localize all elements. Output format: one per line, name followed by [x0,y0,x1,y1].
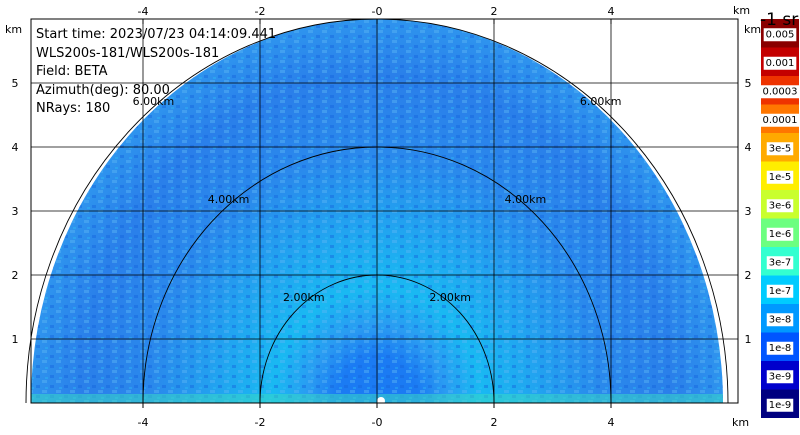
colorbar-title: -1 sr [760,10,798,30]
range-ring-label: 2.00km [283,291,325,304]
y-tick-label-right: 4 [745,141,752,154]
x-tick-label-bottom: -2 [255,416,266,429]
colorbar-label: 0.005 [766,29,795,40]
y-tick-label-right: 1 [745,333,752,346]
colorbar: 0.005 0.001 0.0003 0.0001 3e-5 1e-5 3e-6 1e-6 3e… [760,19,800,418]
x-tick-label-top: -4 [138,5,149,18]
y-tick-label-left: 1 [12,333,19,346]
range-ring-label: 2.00km [429,291,471,304]
y-axis-left: 1 2 3 4 5 [12,77,19,346]
range-ring-label: 4.00km [208,193,250,206]
colorbar-label-background [766,170,794,184]
x-tick-label-bottom: 2 [491,416,498,429]
plot-frame [30,18,739,404]
y-tick-label-right: 2 [745,269,752,282]
x-tick-label-top: 4 [608,5,615,18]
x-unit-top: km [733,4,750,17]
colorbar-label: 1e-6 [769,229,792,240]
scan-info-panel: Start time: 2023/07/23 04:14:09.441 WLS2… [36,26,276,119]
x-tick-label-bottom: -0 [372,416,383,429]
range-ring-label: 6.00km [133,95,175,108]
colorbar-label: 3e-6 [769,200,792,211]
x-tick-label-top: 2 [491,5,498,18]
colorbar-label-background [766,398,794,412]
range-rings: 2.00km 2.00km 4.00km 4.00km 6.00km 6.00km [25,18,729,404]
colorbar-label: 1e-8 [769,343,792,354]
y-unit-left: km [5,23,22,36]
colorbar-label: 0.0003 [763,86,798,97]
y-axis-right: 1 2 3 4 5 [745,77,752,346]
colorbar-label-background [766,341,794,355]
colorbar-label-background [766,142,794,156]
azimuth-label: Azimuth(deg): 80.00 [36,82,170,98]
colorbar-label: 1e-9 [769,400,792,411]
colorbar-label-background [766,370,794,384]
x-axis-bottom: -4 -2 -0 2 4 [138,403,615,429]
colorbar-label-background [766,256,794,270]
colorbar-label-background [763,28,797,42]
y-tick-label-left: 2 [12,269,19,282]
colorbar-label: 3e-9 [769,371,792,382]
colorbar-label-background [760,113,800,127]
y-tick-label-right: 5 [745,77,752,90]
colorbar-label-background [766,199,794,213]
x-tick-label-top: -0 [372,5,383,18]
colorbar-label: 1e-5 [769,172,792,183]
y-tick-label-right: 3 [745,205,752,218]
colorbar-label-background [766,227,794,241]
x-tick-label-bottom: 4 [608,416,615,429]
range-ring [142,146,612,404]
y-tick-label-left: 3 [12,205,19,218]
nrays-label: NRays: 180 [36,101,111,116]
colorbar-label-background [760,85,800,99]
x-tick-label-top: -2 [255,5,266,18]
colorbar-label: 3e-5 [769,143,792,154]
y-tick-label-left: 4 [12,141,19,154]
colorbar-label: 0.001 [766,58,795,69]
colorbar-label: 3e-8 [769,314,792,325]
instrument-origin [377,397,385,405]
instrument-label: WLS200s-181/WLS200s-181 [36,45,220,61]
colorbar-label: 3e-7 [769,257,792,268]
field-label: Field: BETA [36,64,108,79]
x-tick-label-bottom: -4 [138,416,149,429]
range-ring [259,274,495,404]
x-axis-top: -4 -2 -0 2 4 [138,5,615,24]
y-unit-right: km [744,23,761,36]
colorbar-label-background [766,313,794,327]
range-ring-label: 6.00km [580,95,622,108]
colorbar-label: 1e-7 [769,286,792,297]
y-tick-label-left: 5 [12,77,19,90]
colorbar-label-background [763,56,797,70]
range-ring-label: 4.00km [505,193,547,206]
start-time-label: Start time: 2023/07/23 04:14:09.441 [36,27,277,42]
x-unit-bottom: km [732,416,749,429]
colorbar-label-background [766,284,794,298]
colorbar-label: 0.0001 [763,115,798,126]
